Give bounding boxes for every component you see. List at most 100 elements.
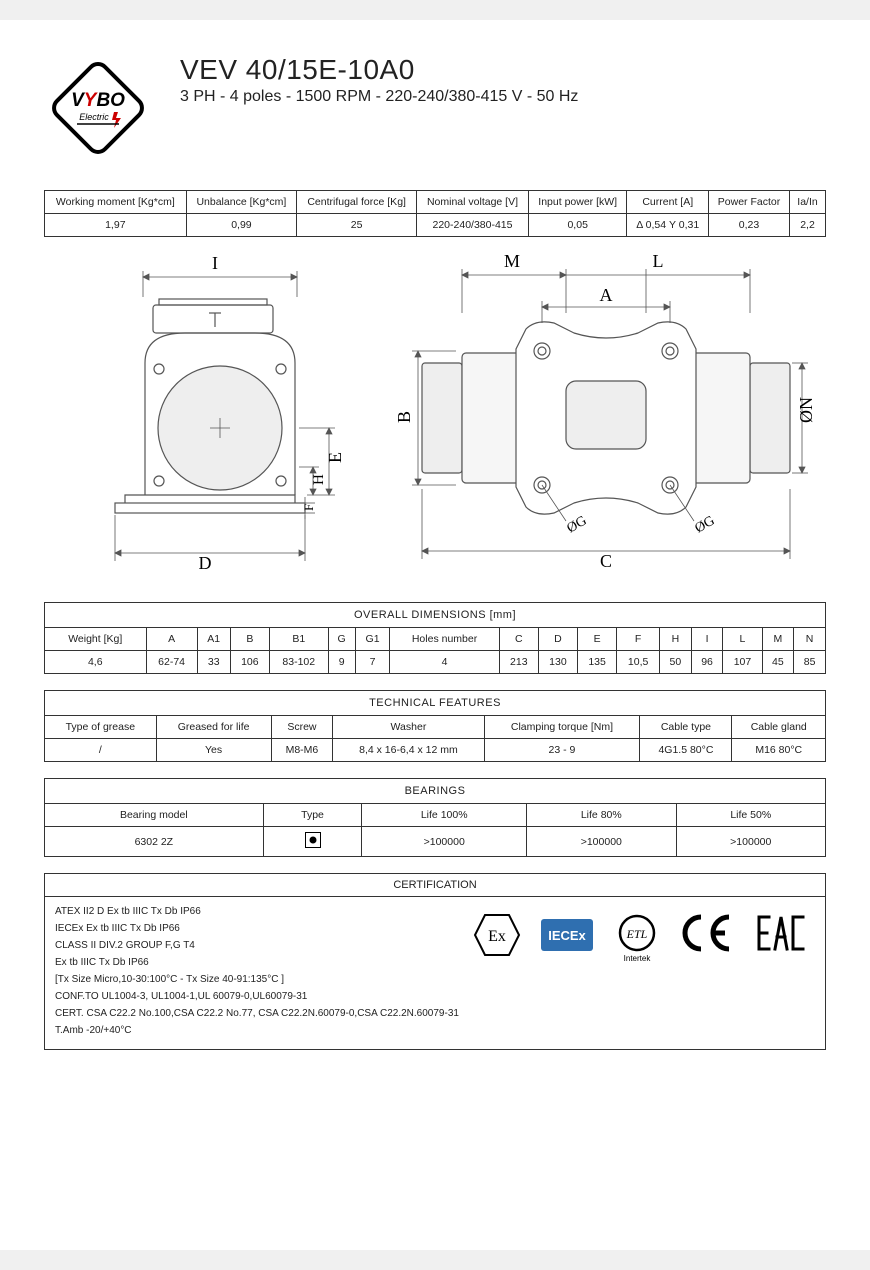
col-header: Screw	[271, 716, 333, 739]
col-header: A	[146, 628, 197, 651]
header: VYBO Electric VEV 40/15E-10A0 3 PH - 4 p…	[44, 54, 826, 162]
cell: 0,05	[528, 214, 627, 237]
col-header: Centrifugal force [Kg]	[297, 191, 417, 214]
iecex-logo-icon: IECEx	[539, 913, 595, 957]
cert-line: IECEx Ex tb IIIC Tx Db IP66	[55, 920, 465, 937]
cell: >100000	[676, 827, 825, 857]
cert-line: ATEX II2 D Ex tb IIIC Tx Db IP66	[55, 903, 465, 920]
col-header: Clamping torque [Nm]	[484, 716, 640, 739]
table-row: Working moment [Kg*cm] Unbalance [Kg*cm]…	[45, 191, 826, 214]
eac-logo-icon	[755, 913, 807, 953]
svg-text:VYBO: VYBO	[71, 90, 125, 111]
col-header: B1	[269, 628, 328, 651]
title-block: VEV 40/15E-10A0 3 PH - 4 poles - 1500 RP…	[180, 54, 578, 106]
svg-text:B: B	[396, 411, 414, 423]
table-row: 1,97 0,99 25 220-240/380-415 0,05 Δ 0,54…	[45, 214, 826, 237]
svg-text:C: C	[599, 551, 611, 571]
col-header: Bearing model	[45, 804, 264, 827]
diagram-side-view: I D E H F	[55, 253, 355, 578]
svg-text:ØN: ØN	[796, 397, 816, 423]
col-header: Current [A]	[627, 191, 709, 214]
svg-text:IECEx: IECEx	[548, 928, 586, 943]
svg-text:Intertek: Intertek	[624, 954, 652, 963]
cell: 2,2	[790, 214, 826, 237]
table-row: / Yes M8-M6 8,4 x 16-6,4 x 12 mm 23 - 9 …	[45, 739, 826, 762]
cell: /	[45, 739, 157, 762]
datasheet-page: VYBO Electric VEV 40/15E-10A0 3 PH - 4 p…	[0, 20, 870, 1250]
cert-line: CONF.TO UL1004-3, UL1004-1,UL 60079-0,UL…	[55, 988, 465, 1005]
section-title: CERTIFICATION	[45, 874, 825, 897]
col-header: Cable gland	[732, 716, 826, 739]
col-header: Nominal voltage [V]	[417, 191, 529, 214]
col-header: L	[723, 628, 762, 651]
col-header: Ia/In	[790, 191, 826, 214]
cell: 135	[578, 651, 617, 674]
cell: 62-74	[146, 651, 197, 674]
cell: 23 - 9	[484, 739, 640, 762]
col-header: B	[230, 628, 269, 651]
col-header: Life 100%	[362, 804, 527, 827]
dimensions-table: OVERALL DIMENSIONS [mm] Weight [Kg] A A1…	[44, 602, 826, 674]
svg-text:D: D	[198, 553, 211, 573]
col-header: M	[762, 628, 794, 651]
col-header: F	[617, 628, 660, 651]
cell: 33	[197, 651, 230, 674]
technical-table: TECHNICAL FEATURES Type of grease Grease…	[44, 690, 826, 762]
bearing-icon	[305, 832, 321, 848]
cell: M8-M6	[271, 739, 333, 762]
col-header: C	[499, 628, 538, 651]
col-header: Type	[263, 804, 362, 827]
table-row: Weight [Kg] A A1 B B1 G G1 Holes number …	[45, 628, 826, 651]
cell: >100000	[362, 827, 527, 857]
cell: 96	[691, 651, 723, 674]
cert-line: [Tx Size Micro,10-30:100°C - Tx Size 40-…	[55, 971, 465, 988]
cert-line: CERT. CSA C22.2 No.100,CSA C22.2 No.77, …	[55, 1005, 465, 1022]
col-header: E	[578, 628, 617, 651]
cell: 220-240/380-415	[417, 214, 529, 237]
col-header: I	[691, 628, 723, 651]
svg-text:L: L	[652, 253, 663, 271]
cert-line: CLASS II DIV.2 GROUP F,G T4	[55, 937, 465, 954]
svg-text:E: E	[325, 452, 345, 463]
svg-text:ØG: ØG	[692, 513, 717, 536]
svg-text:Ex: Ex	[488, 928, 506, 945]
etl-logo-icon: ETL Intertek	[613, 913, 661, 965]
cell: 1,97	[45, 214, 187, 237]
col-header: Washer	[333, 716, 484, 739]
cell: 25	[297, 214, 417, 237]
col-header: Unbalance [Kg*cm]	[186, 191, 297, 214]
col-header: G	[328, 628, 355, 651]
col-header: Power Factor	[709, 191, 790, 214]
certification-logos: Ex IECEx ETL Intertek	[465, 903, 815, 1039]
cell: >100000	[527, 827, 676, 857]
svg-text:ØG: ØG	[564, 513, 589, 536]
col-header: A1	[197, 628, 230, 651]
col-header: Working moment [Kg*cm]	[45, 191, 187, 214]
svg-text:ETL: ETL	[626, 927, 648, 941]
svg-text:M: M	[503, 253, 519, 271]
table-row: Bearing model Type Life 100% Life 80% Li…	[45, 804, 826, 827]
col-header: D	[538, 628, 577, 651]
svg-text:A: A	[599, 285, 612, 305]
cell: 6302 2Z	[45, 827, 264, 857]
bearing-type-cell	[263, 827, 362, 857]
product-title: VEV 40/15E-10A0	[180, 54, 578, 86]
col-header: G1	[355, 628, 390, 651]
ex-logo-icon: Ex	[473, 913, 521, 957]
section-title: TECHNICAL FEATURES	[45, 691, 826, 716]
table-row: 4,6 62-74 33 106 83-102 9 7 4 213 130 13…	[45, 651, 826, 674]
col-header: Greased for life	[156, 716, 271, 739]
col-header: N	[794, 628, 826, 651]
col-header: Life 80%	[527, 804, 676, 827]
col-header: Life 50%	[676, 804, 825, 827]
cell: 85	[794, 651, 826, 674]
cell: Yes	[156, 739, 271, 762]
table-row: 6302 2Z >100000 >100000 >100000	[45, 827, 826, 857]
cell: 50	[660, 651, 692, 674]
cell: 9	[328, 651, 355, 674]
section-title: OVERALL DIMENSIONS [mm]	[45, 603, 826, 628]
cell: 4,6	[45, 651, 147, 674]
svg-text:Electric: Electric	[79, 112, 109, 122]
svg-text:H: H	[311, 474, 327, 485]
cell: 45	[762, 651, 794, 674]
